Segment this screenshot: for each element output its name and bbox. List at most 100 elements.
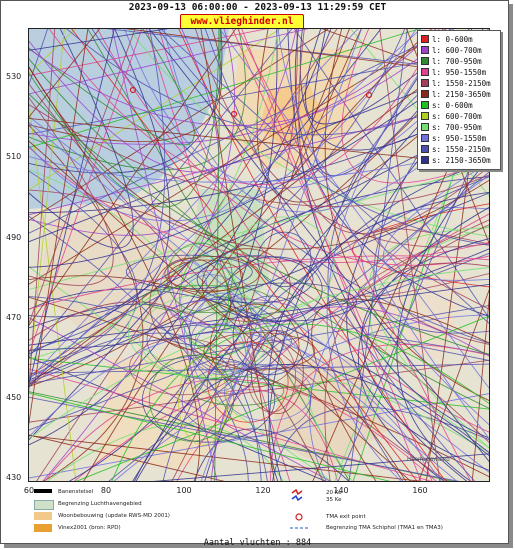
flight-track (129, 338, 235, 396)
flight-track (210, 306, 489, 481)
flight-track (326, 29, 452, 481)
flight-track (75, 315, 489, 481)
flight-track (309, 174, 489, 481)
flight-track (29, 363, 489, 374)
flight-track (257, 231, 312, 287)
flight-track (29, 392, 391, 481)
flight-track (29, 63, 489, 243)
legend-label: s: 950-1550m (432, 134, 487, 143)
tma-exit-point (230, 110, 238, 118)
flight-track (29, 356, 327, 481)
legend-item: l: 600-700m (421, 45, 482, 56)
flight-track (200, 29, 275, 481)
flight-track (324, 262, 489, 481)
x-tick-label: 160 (412, 486, 428, 495)
flight-track (29, 93, 489, 355)
flight-track (168, 259, 244, 293)
flight-track (29, 65, 489, 250)
flight-track (232, 29, 433, 481)
flight-track (146, 298, 285, 381)
flight-track (247, 340, 297, 413)
flight-track (277, 29, 489, 440)
flight-track (153, 453, 489, 481)
y-tick-label: 430 (6, 473, 22, 482)
legend-label: l: 1550-2150m (432, 79, 491, 88)
tma-exit-icon (295, 513, 303, 521)
flight-track (29, 252, 489, 431)
flight-track (29, 140, 412, 481)
flight-track (29, 29, 453, 234)
flight-track (29, 49, 489, 268)
legend-item: l: 2150-3650m (421, 89, 491, 100)
flight-track (29, 29, 89, 426)
flight-track (341, 29, 489, 184)
flight-track (111, 323, 489, 481)
flight-track (158, 29, 489, 433)
flight-track (29, 117, 489, 166)
y-tick-label: 490 (6, 233, 22, 242)
legend-label: l: 0-600m (432, 35, 473, 44)
tma-exit-markers (129, 86, 373, 118)
ke35-label: 35 Ke (326, 497, 342, 503)
flight-track (83, 29, 433, 481)
flight-track (164, 256, 260, 292)
legend-label: l: 950-1550m (432, 68, 487, 77)
legend-swatch (421, 79, 429, 87)
flight-track (181, 363, 312, 438)
flight-track (230, 216, 335, 310)
y-tick-label: 470 (6, 313, 22, 322)
vinex-label: Vinex2001 (bron: RPD) (58, 525, 121, 531)
map-canvas: Heerhugowaard (29, 29, 489, 481)
legend-swatch (421, 156, 429, 164)
flight-track (232, 295, 309, 376)
flight-track (29, 29, 332, 446)
legend-item: s: 2150-3650m (421, 155, 491, 166)
flight-track (157, 29, 489, 246)
legend-swatch (421, 68, 429, 76)
legend-item: l: 1550-2150m (421, 78, 491, 89)
flight-track (148, 29, 489, 463)
flight-track (324, 29, 489, 401)
flight-track (471, 295, 489, 481)
flight-track (29, 116, 489, 473)
flight-track-map[interactable]: Heerhugowaard (28, 28, 490, 482)
tma-exit-point (365, 91, 373, 99)
flight-track (29, 192, 489, 381)
flight-track (29, 29, 422, 384)
legend-swatch (421, 35, 429, 43)
flight-track (111, 29, 218, 481)
tma-exit-label: TMA exit point (326, 514, 366, 520)
flight-track (361, 238, 489, 481)
vinex-swatch (34, 524, 52, 532)
flight-track (29, 255, 489, 310)
flight-track (398, 224, 489, 345)
flight-track (29, 29, 246, 171)
tma-border-label: Begrenzing TMA Schiphol (TMA1 en TMA3) (326, 525, 443, 531)
flight-track (29, 29, 406, 352)
flight-track (128, 29, 489, 237)
flight-track (29, 29, 447, 285)
legend-item: l: 700-950m (421, 56, 482, 67)
flight-track (203, 332, 316, 371)
flight-track (201, 248, 291, 322)
legend-swatch (421, 90, 429, 98)
flight-track (179, 254, 229, 348)
flight-track (29, 29, 382, 441)
flight-track (29, 29, 237, 327)
flight-track (267, 191, 489, 481)
flight-track (29, 29, 48, 86)
flight-track (183, 292, 262, 375)
flight-track (180, 274, 243, 328)
tma-border-icon (290, 527, 308, 529)
legend-label: s: 0-600m (432, 101, 473, 110)
flight-track (207, 361, 253, 395)
legend-item: s: 600-700m (421, 111, 482, 122)
flight-track (29, 97, 114, 286)
flight-track (29, 393, 489, 479)
flight-track (29, 29, 115, 387)
legend-swatch (421, 123, 429, 131)
x-tick-label: 60 (23, 486, 35, 495)
flight-track (383, 162, 489, 281)
flight-track (29, 29, 455, 127)
flight-track (29, 267, 489, 439)
